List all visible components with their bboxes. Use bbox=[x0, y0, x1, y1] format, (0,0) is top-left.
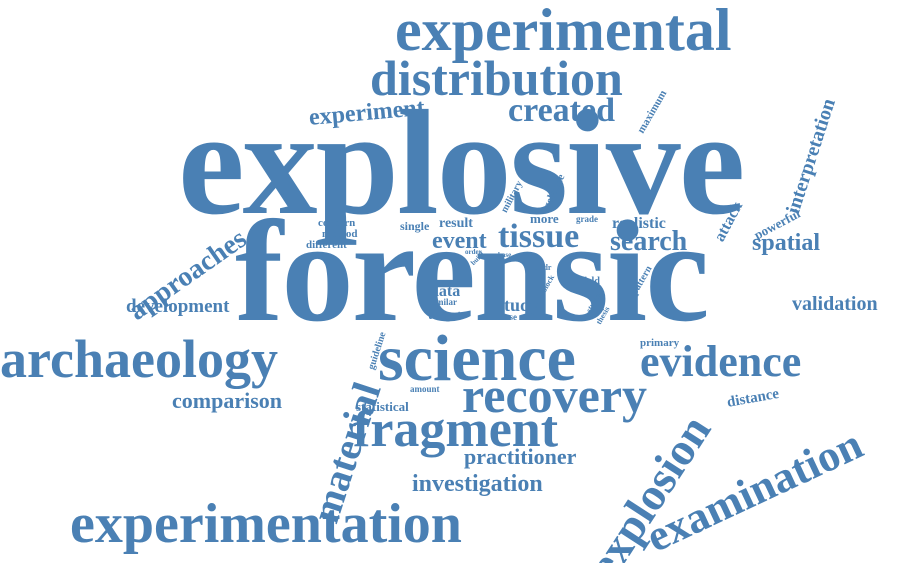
word-concern: concern bbox=[318, 217, 356, 229]
word-forensic: forensic bbox=[235, 192, 710, 352]
word-data: data bbox=[430, 283, 461, 300]
word-case: case bbox=[501, 312, 517, 322]
word-target: target bbox=[428, 307, 462, 322]
word-tissue: tissue bbox=[498, 218, 580, 255]
word-statistical: statistical bbox=[356, 399, 409, 414]
word-order: order bbox=[465, 248, 482, 256]
word-recovery: recovery bbox=[462, 367, 648, 423]
word-investigation: investigation bbox=[412, 471, 543, 497]
word-more: more bbox=[530, 211, 559, 226]
word-comparison: comparison bbox=[172, 388, 282, 413]
word-distribution: distribution bbox=[370, 50, 623, 106]
word-experimentation: experimentation bbox=[70, 493, 462, 555]
word-single: single bbox=[400, 219, 430, 233]
word-result: result bbox=[439, 216, 473, 231]
word-search: search bbox=[610, 226, 688, 257]
word-spatial: spatial bbox=[752, 230, 821, 256]
word-development: development bbox=[126, 296, 230, 317]
word-realistic: realistic bbox=[612, 215, 666, 232]
word-experimental: experimental bbox=[395, 0, 732, 63]
word-base: base bbox=[498, 251, 512, 259]
word-field: field bbox=[581, 276, 600, 287]
word-explosive: explosive bbox=[178, 80, 745, 246]
word-method: method bbox=[322, 228, 358, 240]
word-interpretation: interpretation bbox=[782, 95, 840, 217]
word-fragment: fragment bbox=[353, 401, 559, 458]
word-practitioner: practitioner bbox=[464, 444, 577, 469]
word-archaeology: archaeology bbox=[0, 329, 278, 389]
word-study: study bbox=[497, 295, 540, 315]
word-grade: grade bbox=[576, 214, 598, 224]
word-distance: distance bbox=[725, 385, 781, 411]
word-similar: similar bbox=[430, 297, 457, 307]
word-addr: addr bbox=[535, 263, 552, 272]
word-created: created bbox=[508, 92, 615, 129]
word-primary: primary bbox=[640, 337, 680, 349]
word-validation: validation bbox=[792, 293, 878, 315]
word-evidence: evidence bbox=[640, 337, 802, 386]
word-event: event bbox=[432, 228, 487, 254]
word-science: science bbox=[378, 322, 576, 395]
word-amount: amount bbox=[410, 384, 440, 394]
word-different: different bbox=[306, 239, 347, 251]
